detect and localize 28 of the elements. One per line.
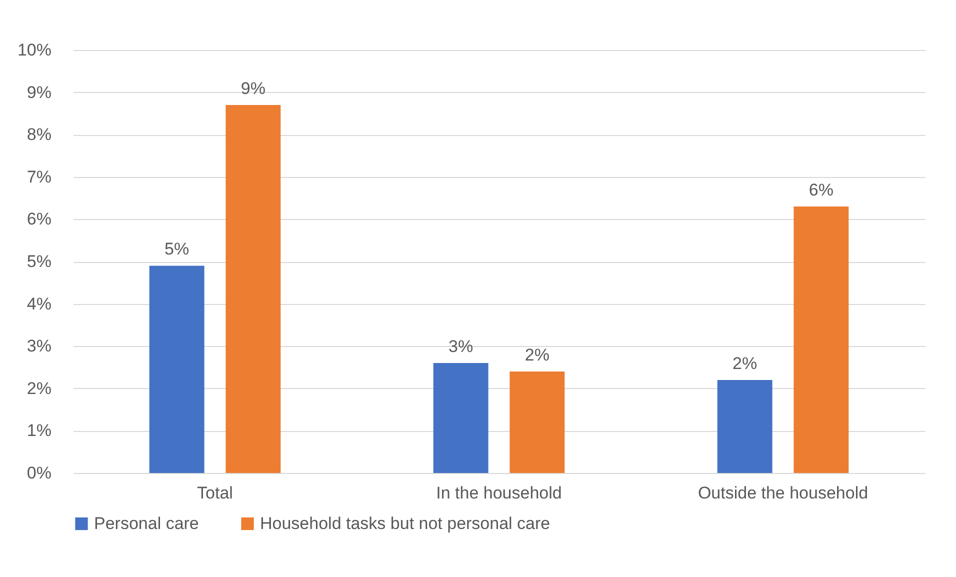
bar [149, 266, 204, 473]
y-tick-label: 9% [26, 82, 52, 102]
bar [510, 371, 565, 473]
y-tick-label: 0% [26, 464, 52, 482]
data-label: 5% [164, 240, 190, 259]
data-label: 3% [448, 337, 474, 356]
y-tick-label: 7% [26, 167, 52, 186]
bar [433, 363, 488, 473]
bar [226, 104, 281, 473]
data-label: 9% [240, 78, 266, 98]
y-tick-label: 10% [17, 40, 52, 60]
legend-label: Household tasks but not personal care [260, 514, 550, 533]
x-tick-label: In the household [436, 484, 562, 502]
legend-label: Personal care [94, 514, 199, 533]
y-tick-label: 4% [26, 294, 52, 314]
data-label: 2% [524, 345, 550, 364]
y-tick-label: 8% [26, 125, 52, 144]
bar [717, 380, 772, 473]
y-tick-label: 3% [26, 336, 52, 356]
y-tick-label: 6% [26, 210, 52, 229]
data-label: 2% [732, 354, 758, 373]
x-tick-label: Total [197, 484, 233, 502]
bar [794, 206, 849, 473]
y-tick-label: 5% [26, 252, 52, 271]
x-tick-label: Outside the household [698, 484, 868, 502]
y-tick-label: 2% [26, 378, 52, 398]
data-label: 6% [808, 180, 834, 200]
y-tick-label: 1% [26, 421, 52, 440]
